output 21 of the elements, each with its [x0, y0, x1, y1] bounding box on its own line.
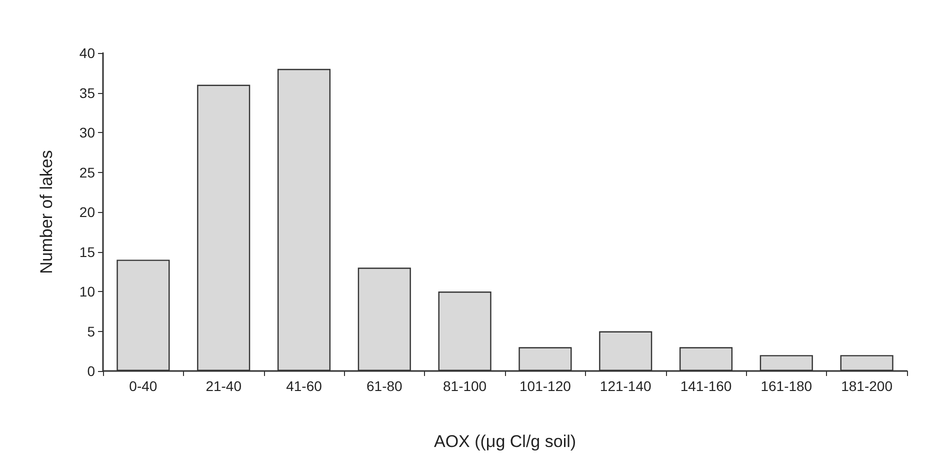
y-tick-label: 5	[87, 323, 96, 340]
x-tick-label: 81-100	[443, 378, 487, 394]
x-tick-label: 41-60	[286, 378, 322, 394]
y-axis-title: Number of lakes	[37, 150, 56, 274]
y-tick-label: 25	[79, 164, 96, 180]
y-tick-label: 15	[79, 244, 96, 260]
y-tick-label: 0	[87, 363, 96, 379]
x-tick-label: 121-140	[600, 378, 652, 394]
x-tick-label: 61-80	[366, 378, 403, 394]
x-tick-label: 101-120	[520, 378, 572, 394]
x-axis-title: AOX ((μg Cl/g soil)	[434, 432, 576, 451]
y-tick-label: 20	[79, 204, 96, 220]
y-tick-label: 10	[79, 284, 96, 300]
x-tick-label: 181-200	[841, 378, 893, 394]
y-tick-label: 40	[79, 45, 96, 61]
x-tick-label: 161-180	[760, 378, 812, 394]
x-tick-label: 0-40	[129, 378, 158, 394]
x-tick-label: 141-160	[680, 378, 732, 394]
y-tick-label: 30	[79, 124, 96, 140]
x-tick-label: 21-40	[206, 378, 242, 394]
y-tick-label: 35	[79, 84, 96, 101]
